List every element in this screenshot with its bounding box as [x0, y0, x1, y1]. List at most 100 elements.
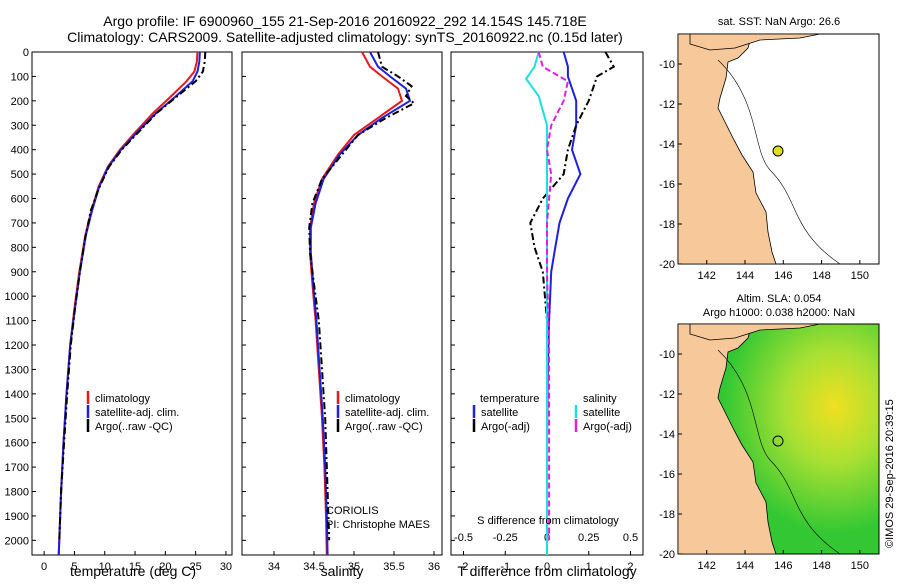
- x-tick-label: 36: [428, 561, 440, 573]
- series-line-climatology: [309, 51, 404, 556]
- map-y-tick-label: -18: [659, 219, 675, 231]
- s-tick-label: -0.5: [454, 532, 473, 544]
- map-x-tick-label: 146: [774, 560, 792, 572]
- figure-title-line1: Argo profile: IF 6900960_155 21-Sep-2016…: [103, 13, 586, 29]
- map-y-tick-label: -14: [659, 429, 675, 441]
- t-difference-axis-label: T difference from climatology: [457, 563, 636, 579]
- map-y-tick-label: -16: [659, 179, 675, 191]
- x-tick-label: 1: [586, 561, 592, 573]
- temperature-panel-frame: [31, 51, 233, 556]
- australia-land: [677, 33, 777, 265]
- map-x-tick-label: 144: [736, 560, 754, 572]
- png-land: [689, 33, 821, 51]
- difference-legend: temperature satellite Argo(-adj) salinit…: [472, 393, 632, 433]
- y-tick-label: 1100: [5, 316, 29, 328]
- map-y-tick-label: -18: [659, 509, 675, 521]
- legend-label-temp-satellite: satellite: [481, 407, 518, 419]
- y-tick-label: 200: [11, 96, 29, 108]
- salinity-legend: climatology satellite-adj. clim. Argo(..…: [336, 391, 429, 433]
- s-tick-label: 0.25: [578, 532, 599, 544]
- salinity-panel-frame: [241, 51, 443, 556]
- sla-map-title-2: Argo h1000: 0.038 h2000: NaN: [703, 307, 855, 319]
- x-tick-label: -2: [459, 561, 469, 573]
- legend-label-satellite: satellite-adj. clim.: [95, 407, 179, 419]
- y-tick-label: 2000: [5, 535, 29, 547]
- x-tick-label: 25: [190, 561, 202, 573]
- y-tick-label: 400: [11, 145, 29, 157]
- y-tick-label: 1200: [5, 340, 29, 352]
- figure-title-line2: Climatology: CARS2009. Satellite-adjuste…: [67, 29, 623, 45]
- legend-label-argo: Argo(..raw -QC): [95, 421, 173, 433]
- x-tick-label: 0: [544, 561, 550, 573]
- temperature-legend: climatology satellite-adj. clim. Argo(..…: [86, 391, 179, 433]
- map-y-tick-label: -12: [659, 99, 675, 111]
- x-tick-label: 34: [268, 561, 280, 573]
- profile-lines: [57, 51, 616, 556]
- y-tick-label: 800: [11, 242, 29, 254]
- sla-map: [677, 323, 880, 555]
- x-tick-label: 20: [159, 561, 171, 573]
- y-tick-label: 700: [11, 218, 29, 230]
- australia-land: [677, 323, 777, 555]
- y-tick-label: 900: [11, 267, 29, 279]
- sst-map-title: sat. SST: NaN Argo: 26.6: [718, 16, 840, 28]
- legend-label-argo: Argo(..raw -QC): [345, 421, 423, 433]
- series-line-satellite-adj-clim-: [309, 51, 412, 556]
- reef-contour: [717, 59, 841, 265]
- float-position-marker: [772, 435, 784, 447]
- map-x-tick-label: 146: [774, 270, 792, 282]
- map-x-tick-label: 148: [812, 560, 830, 572]
- series-line-salinity-satellite: [524, 51, 548, 555]
- sst-map-ticks: 142 144 146 148 150 -10 -12 -14 -16 -18 -20: [659, 59, 869, 282]
- x-tick-label: 5: [71, 561, 77, 573]
- legend-label-sal-satellite: satellite: [583, 407, 620, 419]
- legend-salinity-header: salinity: [583, 393, 617, 405]
- map-y-tick-label: -20: [659, 549, 675, 561]
- map-y-tick-label: -14: [659, 139, 675, 151]
- y-tick-label: 500: [11, 169, 29, 181]
- y-tick-label: 1700: [5, 462, 29, 474]
- y-tick-label: 1900: [5, 511, 29, 523]
- y-tick-label: 0: [23, 47, 29, 59]
- series-line-salinity-argo-adj-: [537, 51, 570, 541]
- x-tick-label: 30: [220, 561, 232, 573]
- x-tick-label: 0: [41, 561, 47, 573]
- y-tick-label: 1300: [5, 364, 29, 376]
- series-line-temperature-argo-adj-: [529, 51, 616, 541]
- institution-label: CORIOLIS: [326, 505, 379, 517]
- y-tick-label: 1800: [5, 487, 29, 499]
- float-position-marker: [772, 145, 784, 157]
- series-line-argo-raw-qc-: [58, 51, 207, 541]
- legend-label-climatology: climatology: [345, 393, 401, 405]
- reef-contour: [717, 349, 841, 555]
- map-x-tick-label: 142: [698, 270, 716, 282]
- map-y-tick-label: -10: [659, 59, 675, 71]
- s-difference-axis-label: S difference from climatology: [477, 515, 619, 527]
- y-tick-label: 100: [11, 71, 29, 83]
- x-tick-label: 15: [129, 561, 141, 573]
- y-tick-label: 600: [11, 194, 29, 206]
- y-tick-label: 1400: [5, 389, 29, 401]
- pi-label: PI: Christophe MAES: [326, 519, 430, 531]
- map-y-tick-label: -16: [659, 469, 675, 481]
- map-x-tick-label: 150: [851, 560, 869, 572]
- y-tick-label: 1000: [5, 291, 29, 303]
- x-tick-label: 34.5: [303, 561, 324, 573]
- map-x-tick-label: 148: [812, 270, 830, 282]
- map-y-tick-label: -10: [659, 349, 675, 361]
- salinity-axis-label: salinity: [321, 563, 364, 579]
- map-x-tick-label: 150: [851, 270, 869, 282]
- credit-label: ©IMOS 29-Sep-2016 20:39:15: [884, 399, 896, 548]
- y-tick-label: 1500: [5, 413, 29, 425]
- y-tick-label: 1600: [5, 438, 29, 450]
- x-tick-label: -1: [500, 561, 510, 573]
- y-tick-label: 300: [11, 120, 29, 132]
- axis-ticks: 0100200300400500600700800900100011001200…: [5, 47, 639, 573]
- x-tick-label: 10: [99, 561, 111, 573]
- s-tick-label: -0.25: [493, 532, 518, 544]
- map-x-tick-label: 142: [698, 560, 716, 572]
- x-tick-label: 35.5: [383, 561, 404, 573]
- series-line-climatology: [57, 51, 199, 556]
- legend-label-satellite: satellite-adj. clim.: [345, 407, 429, 419]
